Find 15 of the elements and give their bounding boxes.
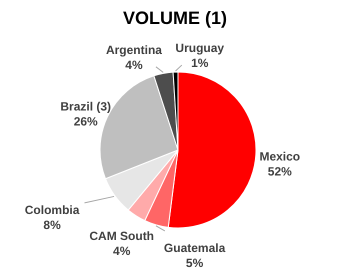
data-label: 1%	[191, 56, 209, 70]
slice-label: Uruguay	[175, 41, 224, 56]
slice-label: Brazil (3)	[60, 100, 112, 114]
data-label: 4%	[125, 58, 143, 72]
data-label: 52%	[268, 164, 292, 178]
slice-label: Guatemala	[164, 240, 226, 255]
data-label: 5%	[186, 256, 204, 270]
slice-label: Colombia	[24, 202, 80, 217]
data-label: 4%	[113, 244, 131, 258]
data-label: 26%	[74, 114, 98, 129]
slice-label: CAM South	[89, 229, 154, 244]
data-label: 8%	[43, 218, 62, 232]
slice-label: Mexico	[259, 149, 300, 164]
chart-title: VOLUME (1)	[122, 8, 228, 28]
slice-label: Argentina	[106, 42, 162, 57]
